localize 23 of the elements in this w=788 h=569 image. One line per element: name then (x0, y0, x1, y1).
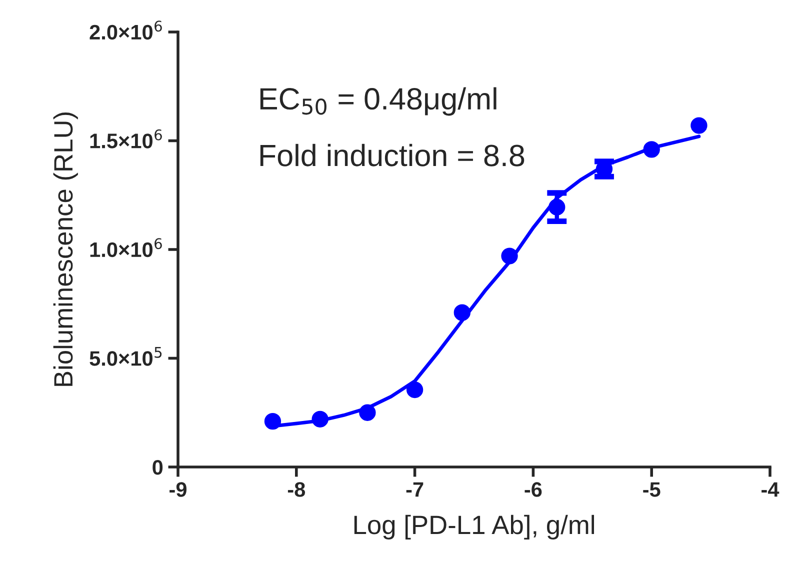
point (406, 381, 424, 398)
point (264, 412, 282, 430)
point (690, 117, 708, 134)
point (454, 304, 470, 321)
y-tick-label: 1.0×10$^{6}$ (90, 238, 162, 258)
point (501, 248, 518, 264)
y-tick-label: 0 (152, 460, 163, 475)
x-tick-label: -8 (288, 482, 306, 497)
annotation: Fold induction = 8.8 (260, 144, 524, 166)
x-tick-label: -9 (170, 482, 186, 497)
x-tick-label: -7 (406, 482, 424, 497)
y-tick-label: 5.0×10$^{5}$ (90, 347, 162, 366)
y-tick-label: 1.5×10$^{6}$ (90, 129, 162, 148)
y-axis-title: Bioluminescence (RLU) (53, 112, 78, 386)
point (359, 404, 376, 421)
x-tick-label: -6 (524, 482, 542, 497)
y-tick-label: 2.0×10$^{6}$ (90, 20, 162, 40)
point (312, 410, 328, 428)
annotation: EC$_{50}$ = 0.48μg/ml (260, 87, 496, 116)
x-tick-label: -5 (643, 482, 660, 497)
x-axis-title: Log [PD-L1 Ab], g/ml (354, 514, 594, 540)
x-tick-label: -4 (762, 482, 780, 497)
point (643, 141, 660, 158)
